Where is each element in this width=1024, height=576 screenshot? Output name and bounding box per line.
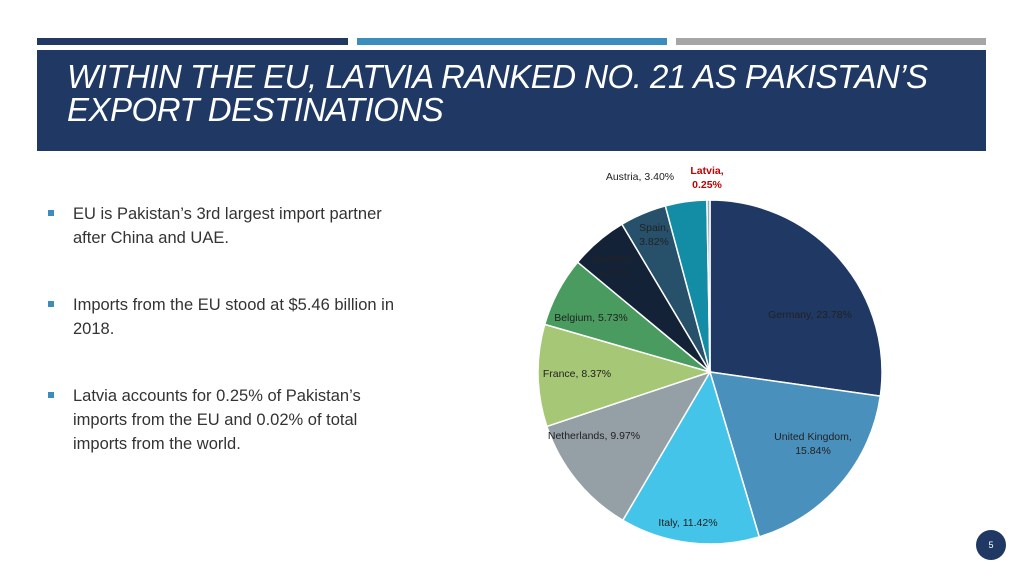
pie-slice [537,323,713,428]
bullet-item: Latvia accounts for 0.25% of Pakistan’s … [48,384,408,456]
slice-label: United Kingdom, 15.84% [774,431,852,457]
slice-label: Germany, 23.78% [768,309,852,321]
bullet-item: Imports from the EU stood at $5.46 billi… [48,293,408,341]
slice-label: Latvia, 0.25% [690,165,723,191]
accent-bar-blue [357,38,667,45]
pie-slice [708,371,882,538]
pie-slice [545,370,712,522]
page-number-badge: 5 [976,530,1006,560]
pie-slice [621,370,761,545]
slice-label: Spain, 3.82% [639,222,669,248]
pie-slice [709,199,883,397]
slice-label: Belgium, 5.73% [554,312,628,324]
accent-bar-gray [676,38,986,45]
slice-label: Austria, 3.40% [606,171,674,183]
pie-chart: Germany, 23.78% United Kingdom, 15.84% Ital… [537,165,883,545]
slice-label: Italy, 11.42% [658,517,717,529]
accent-bar-dark [37,38,348,45]
slice-label: France, 8.37% [543,368,611,380]
slice-label: Netherlands, 9.97% [548,430,640,442]
pie-slice [706,199,711,373]
bullet-item: EU is Pakistan’s 3rd largest import part… [48,202,408,250]
title-band: Within the EU, Latvia ranked No. 21 as P… [37,50,986,151]
slide-title: Within the EU, Latvia ranked No. 21 as P… [67,58,928,128]
slice-label: Sweden, 4.73% [593,253,634,279]
bullet-list: EU is Pakistan’s 3rd largest import part… [48,202,408,456]
